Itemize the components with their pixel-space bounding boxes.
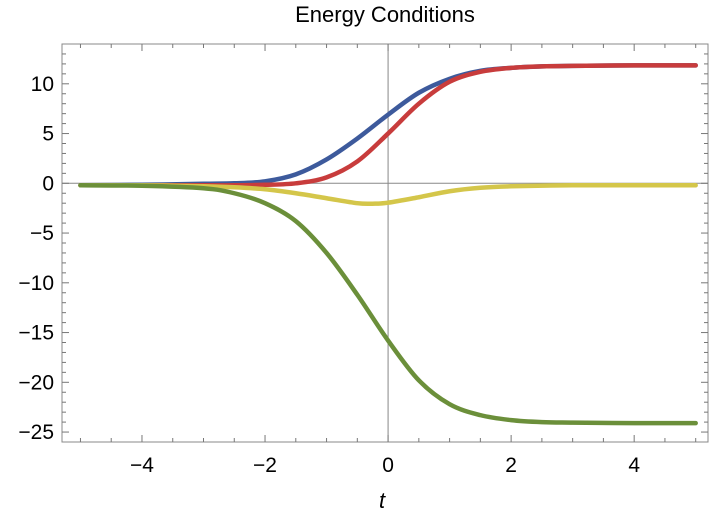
axes-lines — [62, 44, 708, 442]
x-tick-label: 2 — [505, 454, 517, 477]
y-tick-label: −20 — [18, 371, 54, 394]
x-tick-label: −4 — [130, 454, 154, 477]
y-tick-label: 10 — [31, 73, 54, 96]
y-tick-label: 0 — [42, 172, 54, 195]
y-tick-label: 5 — [42, 123, 54, 146]
y-tick-label: −25 — [18, 421, 54, 444]
series-line-4 — [78, 183, 698, 426]
y-tick-label: −5 — [30, 222, 54, 245]
y-tick-label: −10 — [18, 272, 54, 295]
x-tick-label: 4 — [628, 454, 640, 477]
plot-frame — [61, 43, 709, 443]
x-axis-label: t — [378, 488, 386, 513]
series-line-3 — [78, 182, 698, 207]
x-tick-label: −2 — [253, 454, 277, 477]
y-tick-label: −15 — [18, 322, 54, 345]
chart-title: Energy Conditions — [295, 2, 475, 27]
x-tick-label: 0 — [382, 454, 394, 477]
series-group — [78, 63, 698, 426]
